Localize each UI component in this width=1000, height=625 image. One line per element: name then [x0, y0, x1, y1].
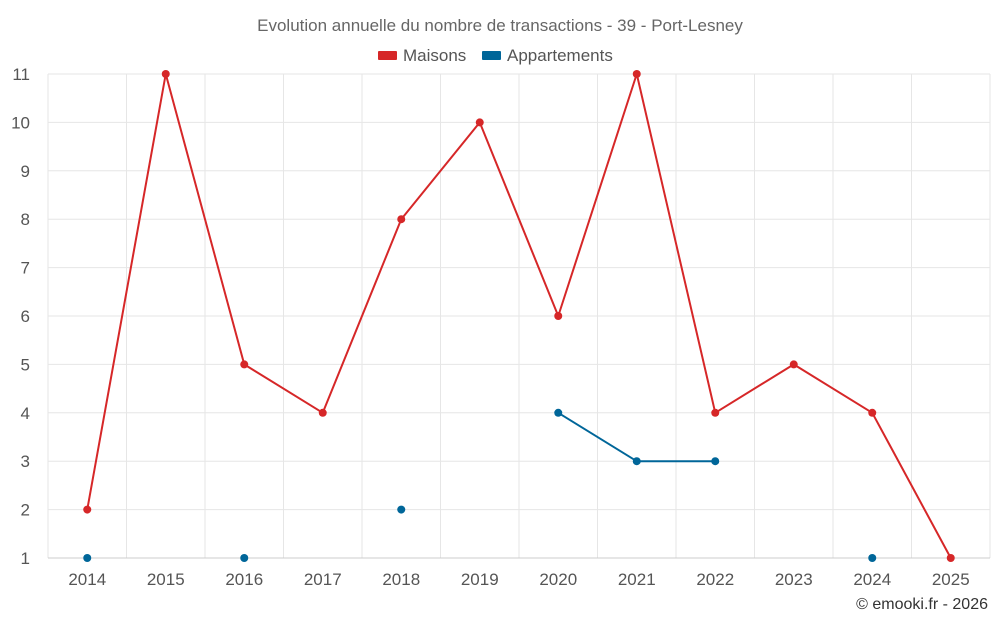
series-line [557, 411, 716, 463]
data-point[interactable] [789, 360, 798, 369]
x-tick-label: 2021 [618, 570, 656, 589]
x-tick-label: 2022 [696, 570, 734, 589]
y-tick-label: 2 [21, 501, 30, 520]
y-tick-label: 9 [21, 162, 30, 181]
y-tick-label: 3 [21, 452, 30, 471]
data-point[interactable] [240, 554, 249, 562]
series-maisons [83, 70, 955, 562]
data-point[interactable] [318, 408, 327, 417]
series [83, 70, 955, 562]
y-tick-label: 7 [21, 259, 30, 278]
x-tick-label: 2016 [225, 570, 263, 589]
x-tick-label: 2020 [539, 570, 577, 589]
x-tick-label: 2024 [853, 570, 891, 589]
y-tick-label: 10 [11, 113, 30, 132]
data-point[interactable] [632, 70, 641, 78]
legend-swatch-appartements [482, 51, 501, 60]
y-tick-label: 4 [21, 404, 30, 423]
y-tick-label: 8 [21, 210, 30, 229]
y-tick-label: 11 [12, 65, 30, 84]
x-tick-label: 2023 [775, 570, 813, 589]
data-point[interactable] [397, 215, 406, 224]
data-point[interactable] [554, 408, 563, 417]
series-appartements [83, 408, 877, 562]
y-tick-label: 5 [21, 355, 30, 374]
x-axis: 2014 2015 2016 2017 2018 2019 2020 2021 2022 2023… [48, 557, 990, 589]
x-tick-label: 2025 [932, 570, 970, 589]
x-tick-label: 2019 [461, 570, 499, 589]
credit-text: © emooki.fr - 2026 [856, 596, 988, 613]
data-point[interactable] [711, 408, 720, 417]
y-axis: 1 2 3 4 5 6 7 8 9 10 11 [11, 65, 30, 568]
legend-swatch-maisons [378, 51, 397, 60]
data-point[interactable] [161, 70, 170, 78]
legend-label-appartements[interactable]: Appartements [507, 46, 613, 65]
data-point[interactable] [711, 457, 720, 466]
x-tick-label: 2018 [382, 570, 420, 589]
grid [47, 73, 991, 558]
series-line [86, 73, 952, 559]
chart-title: Evolution annuelle du nombre de transact… [257, 16, 743, 35]
data-point[interactable] [554, 312, 563, 320]
data-point[interactable] [83, 505, 92, 514]
y-tick-label: 6 [21, 307, 30, 326]
x-tick-label: 2015 [147, 570, 185, 589]
x-tick-label: 2014 [68, 570, 106, 589]
data-point[interactable] [240, 360, 249, 369]
data-point[interactable] [868, 554, 877, 562]
x-tick-label: 2017 [304, 570, 342, 589]
y-tick-label: 1 [21, 549, 30, 568]
legend: Maisons Appartements [378, 46, 613, 65]
data-point[interactable] [475, 118, 484, 127]
data-point[interactable] [632, 457, 641, 466]
data-point[interactable] [946, 554, 955, 562]
data-point[interactable] [397, 505, 406, 514]
legend-label-maisons[interactable]: Maisons [403, 46, 466, 65]
data-point[interactable] [868, 408, 877, 417]
data-point[interactable] [83, 554, 92, 562]
